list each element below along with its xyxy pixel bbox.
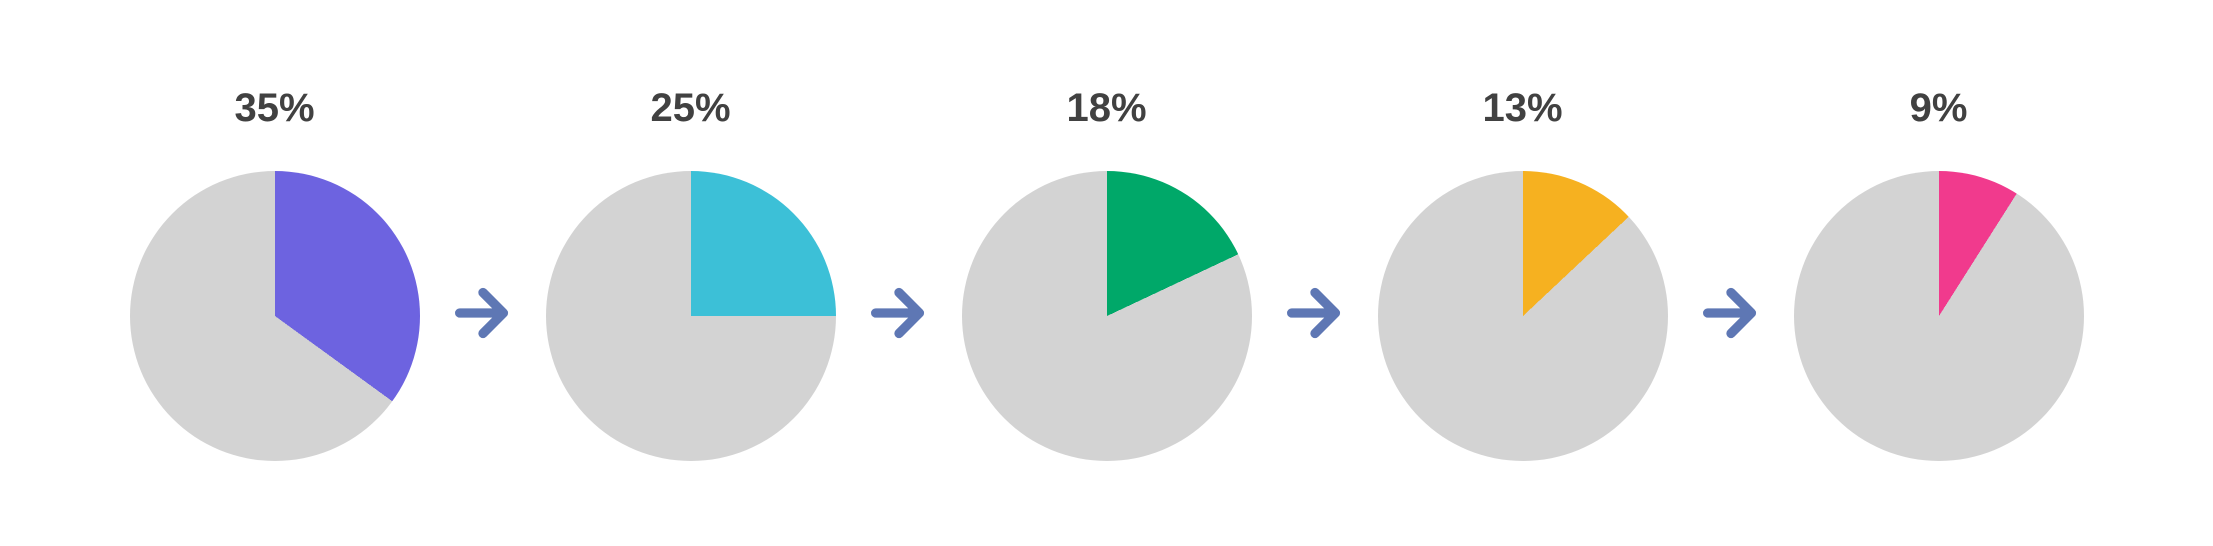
pie-label: 9%: [1910, 86, 1968, 131]
pie-chart: [1378, 171, 1668, 461]
pie-chart: [130, 171, 420, 461]
pie-item: 13%: [1378, 86, 1668, 461]
pie-item: 9%: [1794, 86, 2084, 461]
arrow-icon: [1280, 198, 1350, 348]
arrow-icon: [864, 198, 934, 348]
pie-label: 18%: [1066, 86, 1146, 131]
pie-label: 13%: [1482, 86, 1562, 131]
pie-chart: [1794, 171, 2084, 461]
pie-label: 25%: [650, 86, 730, 131]
arrow-icon: [1696, 198, 1766, 348]
pie-chart: [546, 171, 836, 461]
pie-item: 25%: [546, 86, 836, 461]
pie-label: 35%: [234, 86, 314, 131]
arrow-icon: [448, 198, 518, 348]
pie-item: 35%: [130, 86, 420, 461]
pie-chart: [962, 171, 1252, 461]
pie-item: 18%: [962, 86, 1252, 461]
pie-sequence: 35% 25% 18% 13% 9%: [0, 0, 2213, 546]
